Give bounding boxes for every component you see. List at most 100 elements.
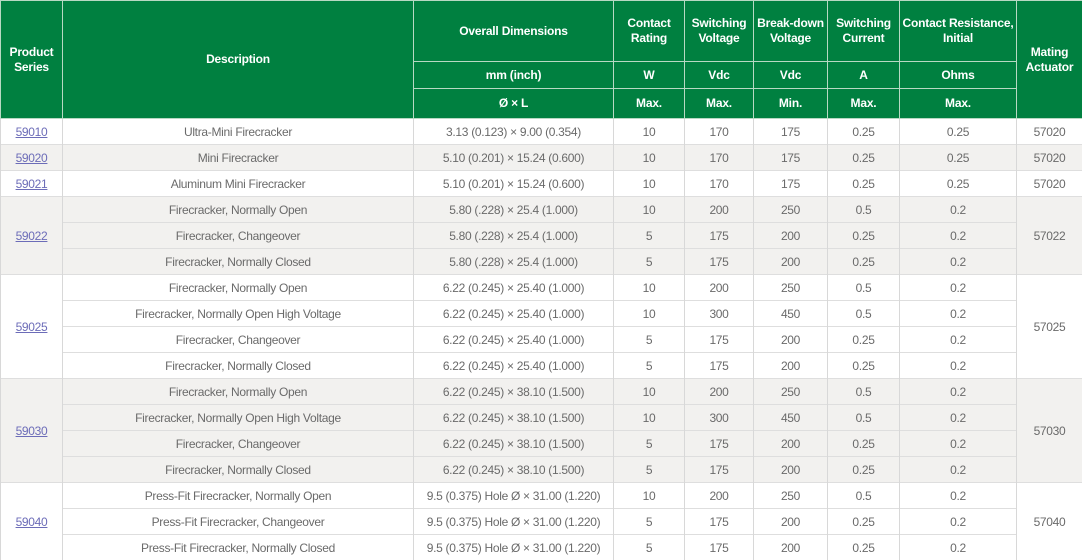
description-cell: Firecracker, Normally Closed <box>62 456 414 483</box>
description-cell: Firecracker, Changeover <box>62 326 414 353</box>
header-limit: Max. <box>827 88 900 119</box>
breakdown-voltage-cell: 200 <box>753 534 828 560</box>
description-cell: Firecracker, Normally Closed <box>62 248 414 275</box>
product-series-link[interactable]: 59020 <box>15 150 48 165</box>
product-series-cell: 59022 <box>0 196 63 275</box>
breakdown-voltage-cell: 175 <box>753 118 828 145</box>
product-series-cell: 59030 <box>0 378 63 483</box>
contact-resistance-cell: 0.25 <box>899 170 1017 197</box>
contact-rating-cell: 10 <box>613 404 685 431</box>
header-unit: Ohms <box>899 61 1017 89</box>
switching-voltage-cell: 175 <box>684 534 754 560</box>
product-series-cell: 59021 <box>0 170 63 197</box>
product-series-link[interactable]: 59010 <box>15 124 48 139</box>
contact-rating-cell: 5 <box>613 352 685 379</box>
header-switching-current: Switching Current <box>827 0 900 62</box>
contact-rating-cell: 10 <box>613 482 685 509</box>
dimensions-cell: 3.13 (0.123) × 9.00 (0.354) <box>413 118 614 145</box>
description-cell: Firecracker, Normally Open High Voltage <box>62 300 414 327</box>
breakdown-voltage-cell: 175 <box>753 144 828 171</box>
table-row: 59022 Firecracker, Normally Open 5.80 (.22… <box>0 196 1082 275</box>
contact-resistance-cell: 0.2 <box>899 248 1017 275</box>
header-limit: Min. <box>753 88 828 119</box>
contact-rating-cell: 5 <box>613 326 685 353</box>
dimensions-cell: 6.22 (0.245) × 25.40 (1.000) <box>413 326 614 353</box>
breakdown-voltage-cell: 450 <box>753 300 828 327</box>
description-cell: Firecracker, Normally Open <box>62 274 414 301</box>
table-row: 59010 Ultra-Mini Firecracker 3.13 (0.123) … <box>0 118 1082 145</box>
contact-resistance-cell: 0.2 <box>899 222 1017 249</box>
contact-resistance-cell: 0.2 <box>899 300 1017 327</box>
mating-actuator-cell: 57020 <box>1016 170 1082 197</box>
contact-resistance-cell: 0.2 <box>899 352 1017 379</box>
contact-resistance-cell: 0.2 <box>899 456 1017 483</box>
description-cell: Press-Fit Firecracker, Changeover <box>62 508 414 535</box>
dimensions-cell: 9.5 (0.375) Hole Ø × 31.00 (1.220) <box>413 534 614 560</box>
switching-current-cell: 0.25 <box>827 430 900 457</box>
breakdown-voltage-cell: 200 <box>753 326 828 353</box>
switching-current-cell: 0.25 <box>827 222 900 249</box>
table-row: Firecracker, Changeover 6.22 (0.245) × 38… <box>1 430 1082 457</box>
table-row: Firecracker, Normally Open High Voltage 6… <box>1 404 1082 431</box>
contact-resistance-cell: 0.2 <box>899 430 1017 457</box>
product-series-cell: 59040 <box>0 482 63 560</box>
switching-voltage-cell: 175 <box>684 248 754 275</box>
product-series-link[interactable]: 59025 <box>15 319 48 334</box>
contact-resistance-cell: 0.2 <box>899 404 1017 431</box>
switching-current-cell: 0.25 <box>827 352 900 379</box>
table-row: Press-Fit Firecracker, Normally Closed 9.… <box>1 534 1082 560</box>
header-mating-actuator: Mating Actuator <box>1016 0 1082 119</box>
contact-rating-cell: 5 <box>613 534 685 560</box>
contact-resistance-cell: 0.2 <box>899 378 1017 405</box>
switching-current-cell: 0.5 <box>827 378 900 405</box>
product-series-link[interactable]: 59030 <box>15 423 48 438</box>
table-row: 59025 Firecracker, Normally Open 6.22 (0.2… <box>0 274 1082 379</box>
contact-rating-cell: 10 <box>613 118 685 145</box>
product-series-cell: 59025 <box>0 274 63 379</box>
switching-current-cell: 0.25 <box>827 144 900 171</box>
table-row: Firecracker, Normally Closed 5.80 (.228) … <box>1 248 1082 275</box>
header-unit: A <box>827 61 900 89</box>
dimensions-cell: 6.22 (0.245) × 38.10 (1.500) <box>413 404 614 431</box>
table-row: Firecracker, Changeover 5.80 (.228) × 25.… <box>1 222 1082 249</box>
dimensions-cell: 5.80 (.228) × 25.4 (1.000) <box>413 248 614 275</box>
contact-resistance-cell: 0.25 <box>899 118 1017 145</box>
dimensions-cell: 5.80 (.228) × 25.4 (1.000) <box>413 222 614 249</box>
description-cell: Ultra-Mini Firecracker <box>62 118 414 145</box>
table-row: Firecracker, Normally Closed 6.22 (0.245)… <box>1 456 1082 483</box>
switching-voltage-cell: 200 <box>684 274 754 301</box>
description-cell: Aluminum Mini Firecracker <box>62 170 414 197</box>
switching-current-cell: 0.25 <box>827 170 900 197</box>
breakdown-voltage-cell: 450 <box>753 404 828 431</box>
header-limit: Max. <box>684 88 754 119</box>
contact-resistance-cell: 0.2 <box>899 508 1017 535</box>
table-body: 59010 Ultra-Mini Firecracker 3.13 (0.123) … <box>0 118 1082 560</box>
mating-actuator-cell: 57020 <box>1016 118 1082 145</box>
breakdown-voltage-cell: 250 <box>753 274 828 301</box>
contact-resistance-cell: 0.2 <box>899 196 1017 223</box>
contact-rating-cell: 10 <box>613 196 685 223</box>
switching-voltage-cell: 175 <box>684 430 754 457</box>
switching-current-cell: 0.25 <box>827 326 900 353</box>
table-row: Press-Fit Firecracker, Changeover 9.5 (0.… <box>1 508 1082 535</box>
contact-resistance-cell: 0.2 <box>899 534 1017 560</box>
header-dimensions-unit: mm (inch) <box>413 61 614 89</box>
table-row: Firecracker, Normally Closed 6.22 (0.245)… <box>1 352 1082 379</box>
table-row: 59020 Mini Firecracker 5.10 (0.201) × 15.2… <box>0 144 1082 171</box>
switching-voltage-cell: 170 <box>684 144 754 171</box>
switching-current-cell: 0.25 <box>827 534 900 560</box>
header-unit: Vdc <box>684 61 754 89</box>
breakdown-voltage-cell: 200 <box>753 456 828 483</box>
dimensions-cell: 6.22 (0.245) × 25.40 (1.000) <box>413 274 614 301</box>
product-series-link[interactable]: 59022 <box>15 228 48 243</box>
header-switching-voltage: Switching Voltage <box>684 0 754 62</box>
product-series-link[interactable]: 59021 <box>15 176 48 191</box>
contact-rating-cell: 10 <box>613 274 685 301</box>
contact-rating-cell: 5 <box>613 430 685 457</box>
product-series-link[interactable]: 59040 <box>15 514 48 529</box>
mating-actuator-cell: 57030 <box>1016 378 1082 483</box>
mating-actuator-cell: 57022 <box>1016 196 1082 275</box>
switching-current-cell: 0.5 <box>827 482 900 509</box>
table-row: Firecracker, Normally Open High Voltage 6… <box>1 300 1082 327</box>
